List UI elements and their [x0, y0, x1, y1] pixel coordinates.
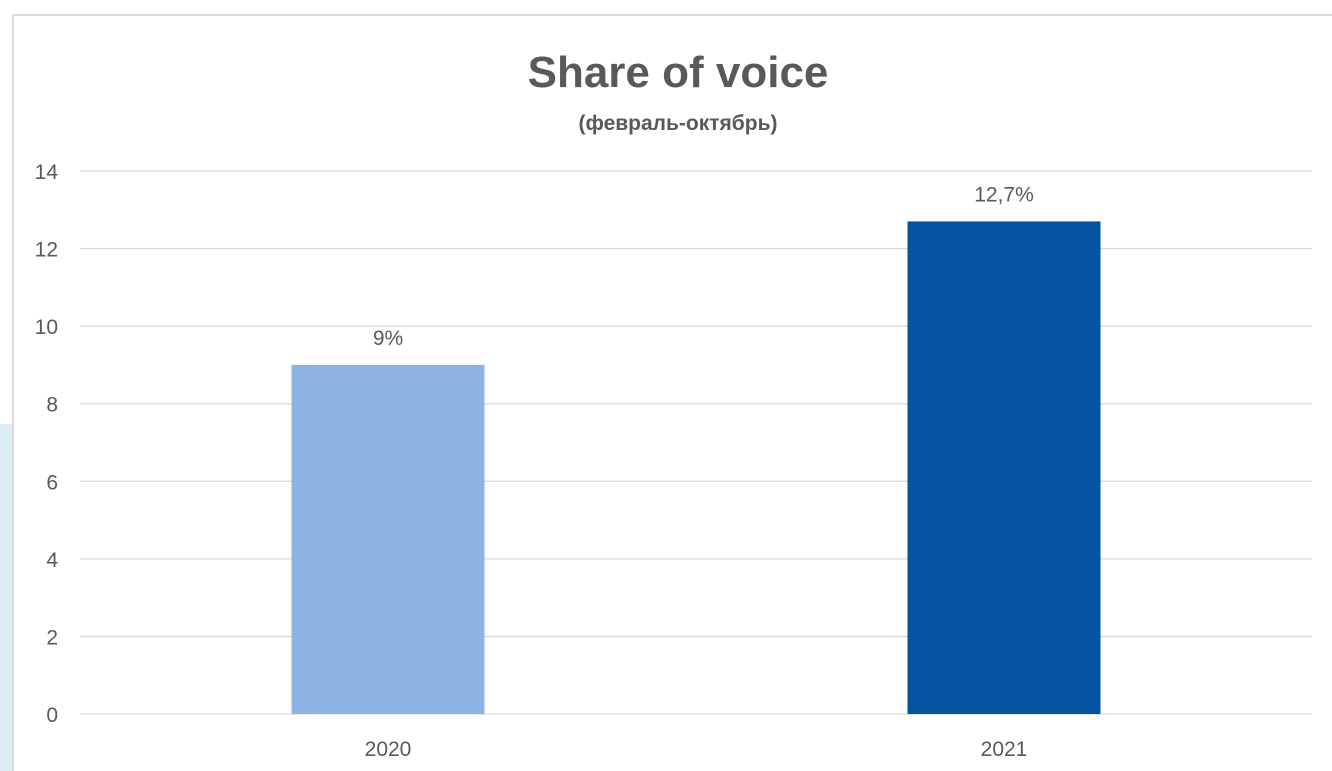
y-tick-label: 12 — [35, 239, 58, 262]
data-label: 12,7% — [974, 183, 1034, 206]
y-tick-label: 14 — [35, 161, 59, 184]
y-tick-label: 10 — [35, 316, 58, 339]
y-tick-label: 6 — [46, 471, 58, 494]
chart-subtitle: (февраль-октябрь) — [578, 112, 777, 135]
bars — [291, 221, 1101, 714]
chart-border-top — [12, 14, 1332, 16]
window-edge-accent — [0, 424, 12, 771]
y-tick-label: 0 — [46, 704, 58, 727]
chart-border-left — [12, 14, 14, 771]
bar-2020 — [291, 364, 485, 714]
y-axis-ticks: 0 2 4 6 8 10 12 14 — [35, 161, 59, 727]
gridlines — [80, 170, 1312, 715]
chart-title: Share of voice — [528, 48, 829, 97]
y-tick-label: 4 — [46, 549, 58, 572]
x-tick-label: 2020 — [365, 738, 412, 761]
x-tick-label: 2021 — [981, 738, 1028, 761]
data-labels: 9% 12,7% — [373, 183, 1034, 350]
y-tick-label: 2 — [46, 626, 58, 649]
data-label: 9% — [373, 327, 403, 350]
x-axis-ticks: 2020 2021 — [365, 738, 1028, 761]
y-tick-label: 8 — [46, 394, 58, 417]
bar-2021 — [907, 221, 1101, 714]
